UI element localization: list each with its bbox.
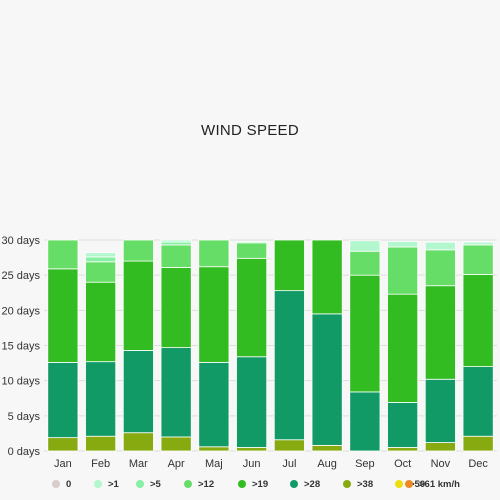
bar-segment[interactable]	[387, 241, 419, 248]
bar-segment[interactable]	[236, 447, 268, 452]
bar-segment[interactable]	[311, 444, 343, 452]
y-tick-label: 25 days	[1, 270, 40, 282]
bar-segment[interactable]	[236, 356, 268, 448]
chart-title: WIND SPEED	[200, 122, 299, 139]
bar-segment[interactable]	[160, 241, 192, 246]
bar-segment[interactable]	[236, 242, 268, 259]
legend-marker[interactable]	[94, 480, 102, 488]
bar-segment[interactable]	[424, 249, 456, 287]
bar-segment[interactable]	[273, 239, 305, 292]
y-tick-label: 10 days	[1, 376, 40, 388]
legend-label[interactable]: >61 km/h	[419, 479, 460, 490]
bar-segment[interactable]	[462, 241, 494, 246]
legend-label[interactable]: >38	[357, 479, 373, 490]
y-tick-label: 20 days	[1, 305, 40, 317]
bar-segment[interactable]	[462, 244, 494, 275]
legend-label[interactable]: >1	[108, 479, 120, 490]
bar-segment[interactable]	[236, 241, 268, 244]
x-tick-label: Jul	[282, 458, 296, 470]
bar-segment[interactable]	[424, 442, 456, 452]
bar-segment[interactable]	[198, 361, 230, 448]
legend-marker[interactable]	[136, 480, 144, 488]
x-tick-label: Sep	[355, 458, 375, 470]
x-tick-label: Feb	[91, 458, 110, 470]
legend: 0 >1 >5 >12 >19 >28 >38 >50>61 km/h	[52, 479, 460, 490]
legend-label[interactable]: >12	[198, 479, 214, 490]
legend-marker[interactable]	[395, 480, 403, 488]
bar-segment[interactable]	[160, 436, 192, 452]
legend-label[interactable]: 0	[66, 479, 71, 490]
bar-segment[interactable]	[424, 241, 456, 251]
legend-marker[interactable]	[52, 480, 60, 488]
bar-segment[interactable]	[387, 402, 419, 448]
bar-segment[interactable]	[311, 239, 343, 315]
bar-segment[interactable]	[47, 437, 79, 452]
y-tick-label: 15 days	[1, 341, 40, 353]
legend-marker[interactable]	[184, 480, 192, 488]
bar-segment[interactable]	[85, 361, 117, 437]
axis-layer: 0 days 5 days 10 days 15 days 20 days 25 days…	[1, 235, 488, 470]
x-tick-label: Oct	[394, 458, 411, 470]
bar-segment[interactable]	[47, 361, 79, 439]
x-tick-label: Nov	[431, 458, 451, 470]
legend-marker[interactable]	[343, 480, 351, 488]
legend-label[interactable]: >28	[304, 479, 320, 490]
bar-segment[interactable]	[47, 239, 79, 270]
bar-segment[interactable]	[349, 240, 381, 252]
bar-segment[interactable]	[349, 391, 381, 452]
legend-marker[interactable]	[238, 480, 246, 488]
legend-label[interactable]: >5	[150, 479, 162, 490]
legend-label[interactable]: >19	[252, 479, 268, 490]
bar-segment[interactable]	[85, 252, 117, 258]
x-tick-label: Apr	[168, 458, 185, 470]
bar-segment[interactable]	[349, 274, 381, 393]
bar-segment[interactable]	[311, 313, 343, 446]
bar-segment[interactable]	[349, 250, 381, 276]
bar-segment[interactable]	[160, 244, 192, 268]
bar-segment[interactable]	[122, 239, 154, 262]
bar-segment[interactable]	[122, 350, 154, 434]
legend-marker[interactable]	[405, 480, 413, 488]
x-tick-label: Maj	[205, 458, 223, 470]
bar-segment[interactable]	[236, 257, 268, 358]
x-tick-label: Jun	[243, 458, 261, 470]
bar-segment[interactable]	[462, 435, 494, 452]
bar-segment[interactable]	[122, 432, 154, 452]
bar-segment[interactable]	[387, 293, 419, 403]
bar-segment[interactable]	[198, 266, 230, 363]
bar-segment[interactable]	[198, 239, 230, 268]
legend-marker[interactable]	[290, 480, 298, 488]
x-tick-label: Aug	[317, 458, 337, 470]
bar-segment[interactable]	[122, 260, 154, 351]
bar-segment[interactable]	[85, 261, 117, 283]
y-tick-label: 30 days	[1, 235, 40, 247]
bar-segment[interactable]	[85, 256, 117, 263]
bar-segment[interactable]	[85, 281, 117, 363]
bar-segment[interactable]	[273, 439, 305, 452]
bar-segment[interactable]	[160, 347, 192, 438]
bar-segment[interactable]	[424, 378, 456, 443]
x-tick-label: Dec	[468, 458, 488, 470]
bar-segment[interactable]	[160, 239, 192, 243]
bar-segment[interactable]	[47, 268, 79, 363]
bar-segment[interactable]	[387, 447, 419, 452]
x-tick-label: Jan	[54, 458, 72, 470]
bar-layer	[47, 239, 494, 452]
y-tick-label: 5 days	[8, 411, 41, 423]
bar-segment[interactable]	[462, 274, 494, 368]
bar-segment[interactable]	[462, 366, 494, 437]
bar-segment[interactable]	[273, 290, 305, 441]
legend-label[interactable]: >50	[409, 479, 425, 490]
bar-segment[interactable]	[160, 267, 192, 349]
bar-segment[interactable]	[85, 435, 117, 452]
grid-layer	[44, 239, 497, 452]
bar-segment[interactable]	[198, 446, 230, 452]
x-tick-label: Mar	[129, 458, 148, 470]
y-tick-label: 0 days	[8, 446, 41, 458]
bar-segment[interactable]	[387, 246, 419, 295]
bar-segment[interactable]	[424, 285, 456, 380]
